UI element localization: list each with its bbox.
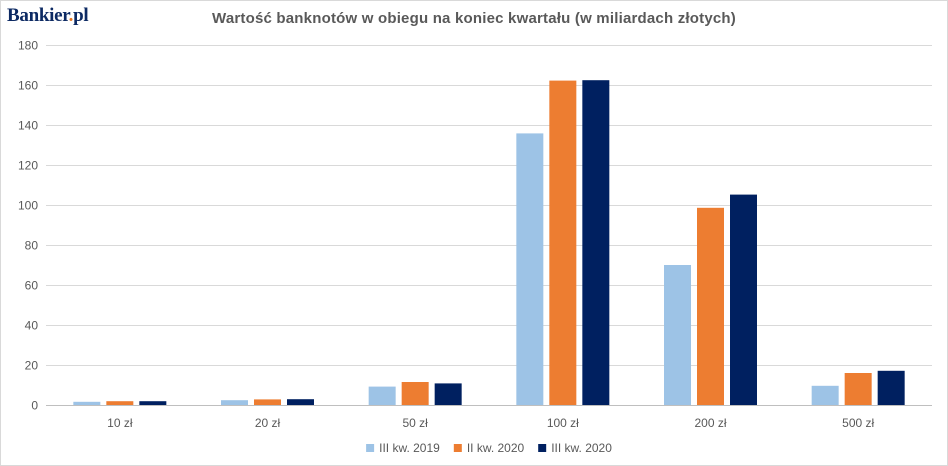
legend-swatch xyxy=(538,444,547,452)
bankier-logo[interactable]: Bankier.pl xyxy=(7,5,89,27)
bar-iii-kw-2019-500 xyxy=(811,385,839,405)
bar-ii-kw-2020-50 xyxy=(401,382,429,405)
legend-label: III kw. 2020 xyxy=(551,441,612,455)
x-tick-label: 50 zł xyxy=(402,416,428,430)
logo-dot: . xyxy=(68,5,74,26)
y-tick-label: 120 xyxy=(18,159,38,173)
legend-label: III kw. 2019 xyxy=(379,441,440,455)
bar-ii-kw-2020-200 xyxy=(697,207,724,405)
bar-iii-kw-2020-500 xyxy=(877,370,905,405)
legend-swatch xyxy=(453,444,462,452)
bar-iii-kw-2020-100 xyxy=(582,80,610,405)
legend-swatch xyxy=(366,444,375,452)
bar-iii-kw-2020-200 xyxy=(730,194,757,405)
chart-title: Wartość banknotów w obiegu na koniec kwa… xyxy=(212,10,736,27)
bar-iii-kw-2020-50 xyxy=(434,383,462,405)
y-tick-label: 0 xyxy=(31,399,38,413)
x-tick-label: 10 zł xyxy=(107,416,133,430)
y-tick-label: 80 xyxy=(25,239,39,253)
bar-iii-kw-2020-20 xyxy=(287,399,314,405)
x-tick-label: 100 zł xyxy=(547,416,579,430)
y-tick-label: 60 xyxy=(25,279,39,293)
legend-label: II kw. 2020 xyxy=(467,441,525,455)
bar-ii-kw-2020-20 xyxy=(254,399,281,405)
bar-iii-kw-2019-20 xyxy=(221,400,248,405)
bar-ii-kw-2020-500 xyxy=(844,373,872,405)
logo-main: Bankier xyxy=(7,5,69,26)
bar-ii-kw-2020-10 xyxy=(106,401,134,405)
bar-iii-kw-2019-200 xyxy=(664,265,691,405)
y-tick-label: 140 xyxy=(18,119,38,133)
x-tick-label: 20 zł xyxy=(255,416,281,430)
logo-tld: pl xyxy=(73,5,89,26)
y-tick-label: 20 xyxy=(25,359,39,373)
bar-iii-kw-2019-100 xyxy=(516,133,544,405)
x-tick-label: 500 zł xyxy=(842,416,874,430)
bar-iii-kw-2019-10 xyxy=(73,401,101,405)
y-tick-label: 180 xyxy=(18,39,38,53)
bar-iii-kw-2019-50 xyxy=(368,386,396,405)
y-tick-label: 100 xyxy=(18,199,38,213)
y-tick-label: 160 xyxy=(18,79,38,93)
y-tick-label: 40 xyxy=(25,319,39,333)
x-tick-label: 200 zł xyxy=(694,416,726,430)
bar-iii-kw-2020-10 xyxy=(139,401,167,405)
bar-ii-kw-2020-100 xyxy=(549,80,577,405)
